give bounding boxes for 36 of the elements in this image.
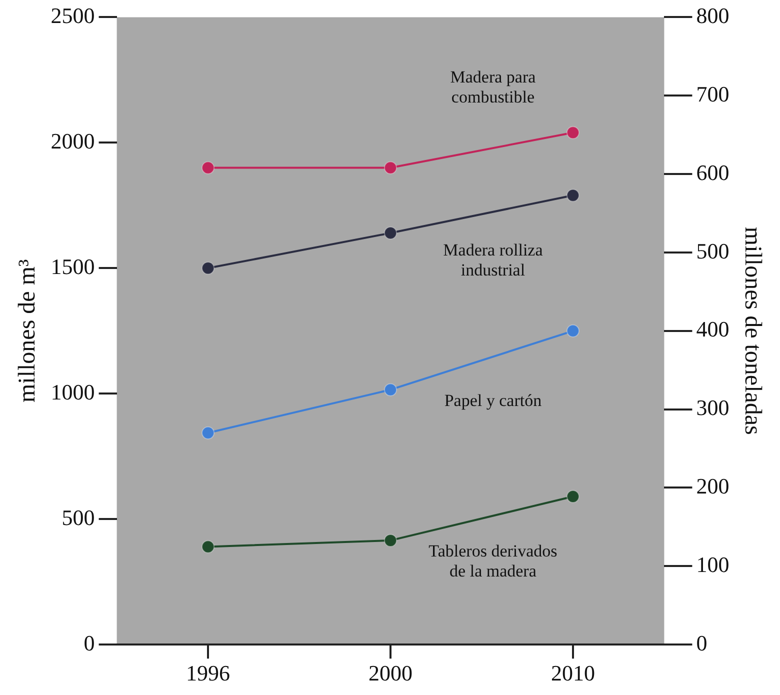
point	[384, 534, 397, 547]
x-tick-label: 2010	[550, 660, 595, 686]
point	[202, 426, 215, 440]
y-tick-label: 2500	[50, 2, 95, 28]
series-label: Madera para combustible	[450, 68, 536, 107]
point	[202, 540, 215, 554]
x-tick-label: 2000	[368, 660, 412, 686]
point	[384, 383, 397, 396]
point	[202, 262, 215, 275]
point	[202, 161, 215, 174]
y2-tick-label: 0	[696, 630, 708, 656]
y2-tick-label: 800	[696, 2, 730, 28]
point	[566, 188, 580, 202]
point	[384, 161, 397, 174]
y-tick-label: 2000	[50, 128, 95, 154]
x-tick-label: 1996	[186, 660, 230, 686]
y-tick-label: 500	[62, 504, 95, 530]
y2-tick-label: 600	[696, 160, 730, 185]
series-label: Madera rolliza industrial	[443, 240, 544, 280]
point	[566, 490, 580, 504]
point	[384, 226, 397, 240]
y2-tick-label: 300	[696, 395, 730, 420]
y2-tick-label: 400	[696, 316, 730, 342]
y-tick-label: 1500	[50, 254, 95, 279]
y2-tick-label: 700	[696, 81, 730, 106]
y-tick-label: 1000	[50, 379, 95, 404]
series-label: Papel y cartón	[444, 390, 542, 410]
y2-tick-label: 100	[696, 552, 730, 577]
y2-tick-label: 200	[696, 474, 730, 499]
series-label: Tableros derivados de la madera	[428, 542, 558, 581]
y-axis-title: millones de m³	[14, 259, 41, 402]
y-tick-label: 0	[84, 630, 95, 656]
y2-tick-label: 500	[696, 238, 730, 264]
y2-axis-title: millones de toneladas	[739, 226, 766, 435]
point	[566, 324, 580, 338]
point	[566, 126, 580, 140]
